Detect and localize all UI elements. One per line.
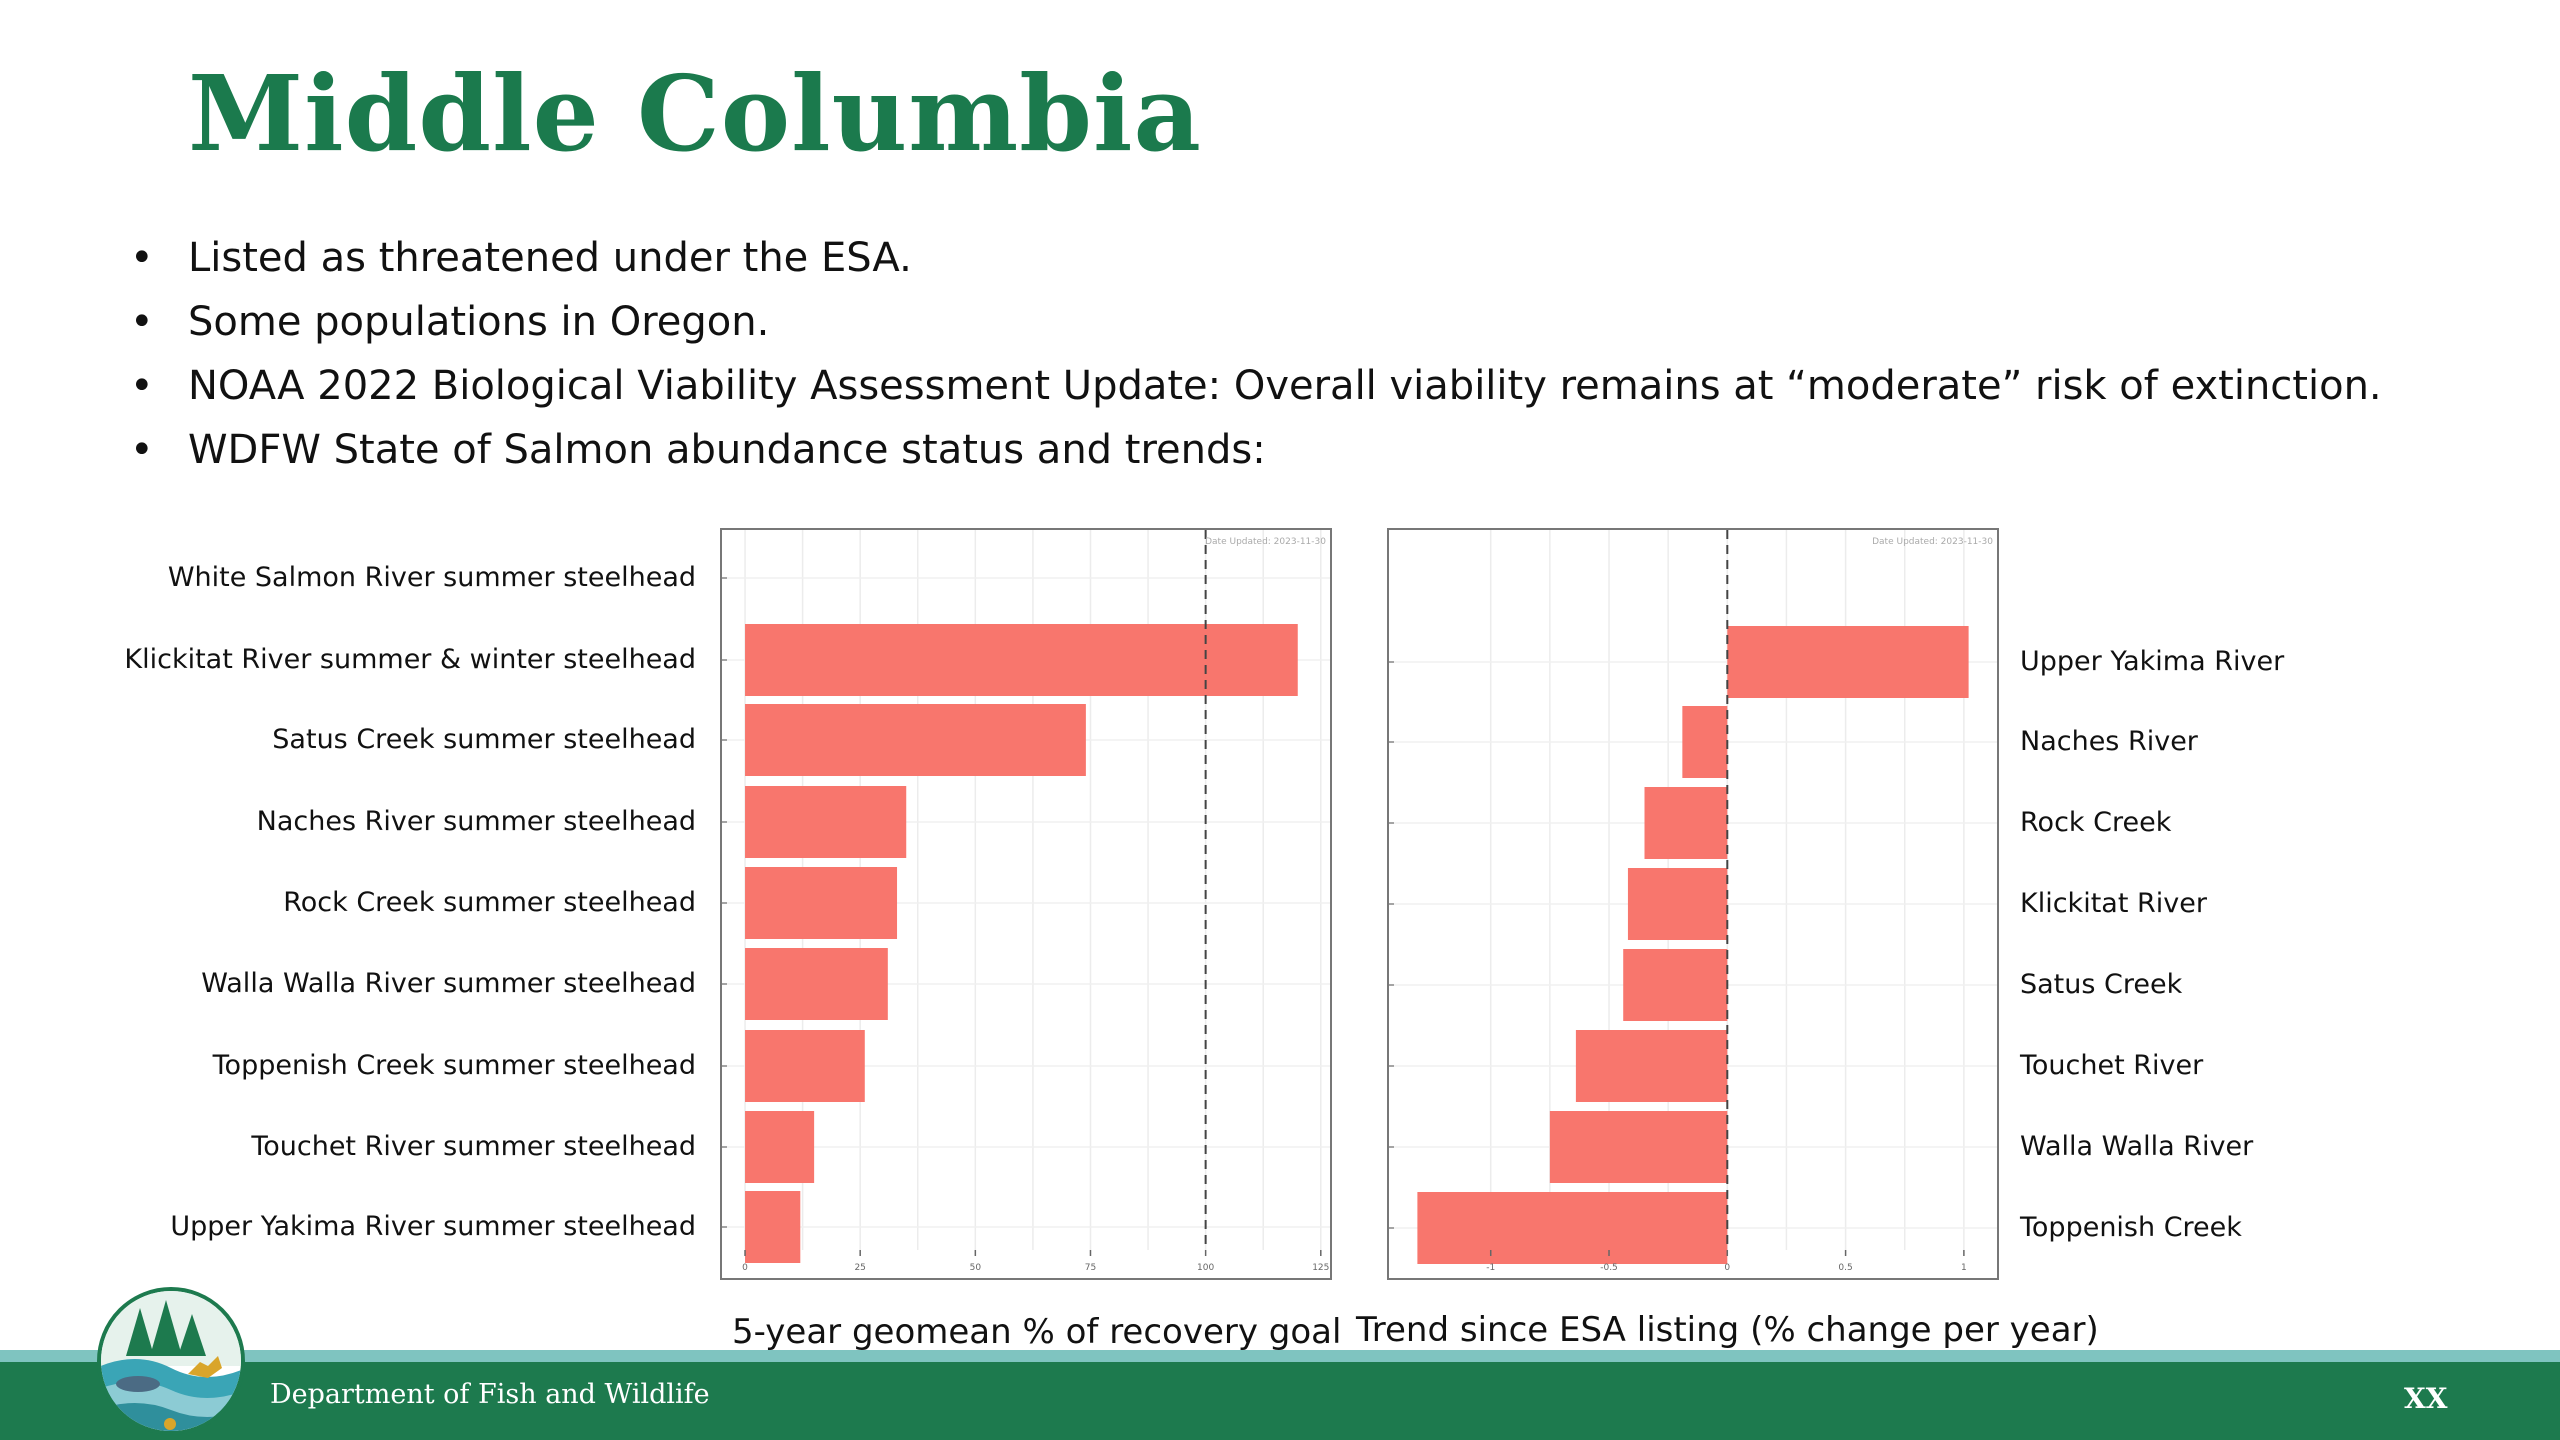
- category-label: Rock Creek summer steelhead: [283, 887, 696, 918]
- chart-bar: [1727, 626, 1969, 698]
- bullet-text: WDFW State of Salmon abundance status an…: [188, 427, 1266, 473]
- bullet-marker: •: [130, 235, 154, 281]
- category-label: Upper Yakima River: [2020, 646, 2285, 677]
- category-label: Satus Creek: [2020, 969, 2183, 1000]
- chart-bar: [1682, 706, 1728, 778]
- bullet-marker: •: [130, 299, 154, 345]
- department-name: Department of Fish and Wildlife: [270, 1379, 710, 1410]
- category-label: Upper Yakima River summer steelhead: [170, 1211, 696, 1242]
- bullet-list: • Listed as threatened under the ESA. • So…: [128, 226, 2382, 482]
- chart-bar: [1575, 1030, 1728, 1102]
- x-tick-label: 0: [1724, 1263, 1730, 1273]
- trend-chart-svg: -1 -0.5 0 0.5 1 Date Updated: 2023-11-30: [1389, 530, 1997, 1273]
- recovery-goal-chart: 0 25 50 75 100 125 Date Updated: 2023-11-30: [720, 528, 1332, 1280]
- category-label: Walla Walla River: [2020, 1131, 2254, 1162]
- slide-title: Middle Columbia: [188, 52, 1202, 175]
- x-tick-label: 50: [970, 1263, 982, 1273]
- chart-bar: [745, 1191, 801, 1263]
- chart-bar: [1417, 1192, 1728, 1264]
- chart-bar: [745, 1030, 865, 1102]
- bullet-marker: •: [130, 427, 154, 473]
- bullet-item: • Listed as threatened under the ESA.: [128, 226, 2382, 290]
- recovery-goal-chart-svg: 0 25 50 75 100 125 Date Updated: 2023-11-30: [722, 530, 1330, 1273]
- x-tick-label: 1: [1961, 1263, 1967, 1273]
- x-tick-label: -0.5: [1600, 1263, 1618, 1273]
- x-tick-label: 125: [1312, 1263, 1329, 1273]
- trend-chart: -1 -0.5 0 0.5 1 Date Updated: 2023-11-30: [1387, 528, 1999, 1280]
- chart-bar: [745, 786, 907, 858]
- page-number: XX: [2404, 1382, 2448, 1415]
- chart-bar: [745, 624, 1298, 696]
- chart-bar: [745, 867, 898, 939]
- category-label: Satus Creek summer steelhead: [272, 724, 696, 755]
- chart-bar: [745, 948, 888, 1020]
- category-label: Touchet River summer steelhead: [251, 1131, 696, 1162]
- category-label: Toppenish Creek: [2020, 1212, 2242, 1243]
- x-tick-label: 25: [854, 1263, 865, 1273]
- chart-bar: [745, 1111, 815, 1183]
- category-label: Rock Creek: [2020, 807, 2172, 838]
- category-label: Toppenish Creek summer steelhead: [212, 1050, 696, 1081]
- bullet-text: Listed as threatened under the ESA.: [188, 235, 912, 281]
- chart-bar: [1627, 868, 1728, 940]
- trend-chart-x-label: Trend since ESA listing (% change per ye…: [1356, 1302, 2099, 1358]
- bullet-item: • Some populations in Oregon.: [128, 290, 2382, 354]
- chart-bar: [1623, 949, 1728, 1021]
- bullet-item: • NOAA 2022 Biological Viability Assessme…: [128, 354, 2382, 418]
- bullet-text: Some populations in Oregon.: [188, 299, 770, 345]
- chart-bar: [745, 704, 1086, 776]
- category-label: Klickitat River: [2020, 888, 2207, 919]
- chart-bar: [1549, 1111, 1728, 1183]
- wdfw-logo-icon: [97, 1287, 245, 1435]
- date-updated-note: Date Updated: 2023-11-30: [1872, 537, 1993, 547]
- category-label: Naches River summer steelhead: [256, 806, 696, 837]
- x-tick-label: 0.5: [1838, 1263, 1852, 1273]
- date-updated-note: Date Updated: 2023-11-30: [1205, 537, 1326, 547]
- x-tick-label: 0: [742, 1263, 748, 1273]
- category-label: Naches River: [2020, 726, 2198, 757]
- category-label: White Salmon River summer steelhead: [167, 562, 696, 593]
- category-label: Walla Walla River summer steelhead: [201, 968, 696, 999]
- category-label: Touchet River: [2020, 1050, 2204, 1081]
- footer-bar: [0, 1362, 2560, 1440]
- footer-stripe: [0, 1350, 2560, 1364]
- chart-bar: [1644, 787, 1728, 859]
- x-tick-label: -1: [1486, 1263, 1495, 1273]
- x-tick-label: 100: [1197, 1263, 1214, 1273]
- category-label: Klickitat River summer & winter steelhea…: [124, 644, 696, 675]
- bullet-text: NOAA 2022 Biological Viability Assessmen…: [188, 363, 2382, 409]
- bullet-marker: •: [130, 363, 154, 409]
- bullet-item: • WDFW State of Salmon abundance status a…: [128, 418, 2382, 482]
- x-tick-label: 75: [1085, 1263, 1096, 1273]
